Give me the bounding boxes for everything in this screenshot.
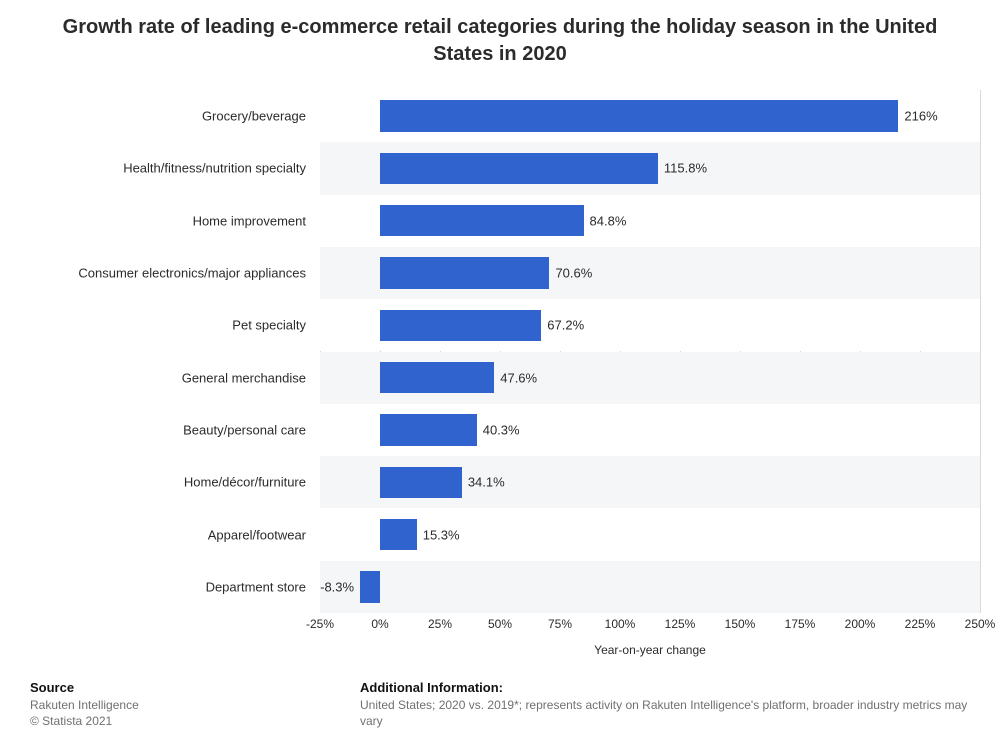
x-tick-label: 225%	[905, 617, 936, 631]
chart-row	[320, 561, 980, 613]
additional-info-header: Additional Information:	[360, 680, 980, 695]
chart-title: Growth rate of leading e-commerce retail…	[0, 0, 1000, 74]
category-label: Beauty/personal care	[183, 422, 320, 437]
x-tick-label: 175%	[785, 617, 816, 631]
x-tick-label: 200%	[845, 617, 876, 631]
bar	[380, 519, 417, 550]
additional-info-block: Additional Information: United States; 2…	[360, 680, 980, 729]
category-label: Pet specialty	[232, 318, 320, 333]
value-label: 34.1%	[468, 475, 505, 490]
category-label: General merchandise	[182, 370, 320, 385]
chart-area: Grocery/beverage 216% Health/fitness/nutri…	[0, 80, 1000, 663]
chart-footer: Source Rakuten Intelligence© Statista 20…	[30, 680, 980, 729]
bar	[380, 467, 462, 498]
value-label: 115.8%	[664, 161, 707, 176]
x-tick-label: 75%	[548, 617, 572, 631]
bar	[380, 205, 584, 236]
category-label: Department store	[206, 579, 320, 594]
bar	[380, 100, 898, 131]
category-label: Apparel/footwear	[208, 527, 320, 542]
x-axis: -25%0%25%50%75%100%125%150%175%200%225%2…	[320, 613, 980, 633]
x-tick-label: 150%	[725, 617, 756, 631]
value-label: 70.6%	[555, 266, 592, 281]
category-label: Consumer electronics/major appliances	[78, 266, 320, 281]
bar	[380, 310, 541, 341]
bar	[380, 257, 549, 288]
x-tick-label: -25%	[306, 617, 334, 631]
value-label: 15.3%	[423, 527, 460, 542]
value-label: 216%	[904, 109, 937, 124]
plot-area: Grocery/beverage216%Health/fitness/nutri…	[320, 90, 980, 613]
source-body: Rakuten Intelligence© Statista 2021	[30, 697, 360, 729]
value-label: 84.8%	[590, 213, 627, 228]
x-tick-label: 100%	[605, 617, 636, 631]
source-block: Source Rakuten Intelligence© Statista 20…	[30, 680, 360, 729]
category-label: Home/décor/furniture	[184, 475, 320, 490]
bar	[380, 414, 477, 445]
value-label: 47.6%	[500, 370, 537, 385]
bar	[360, 571, 380, 602]
category-label: Health/fitness/nutrition specialty	[123, 161, 320, 176]
value-label: -8.3%	[320, 579, 354, 594]
x-axis-title: Year-on-year change	[320, 643, 980, 657]
x-tick-label: 25%	[428, 617, 452, 631]
bar	[380, 362, 494, 393]
x-tick-label: 250%	[965, 617, 996, 631]
category-label: Grocery/beverage	[202, 109, 320, 124]
value-label: 67.2%	[547, 318, 584, 333]
category-label: Home improvement	[193, 213, 320, 228]
x-tick-label: 0%	[371, 617, 388, 631]
grid-line	[980, 90, 981, 613]
chart-row	[320, 508, 980, 560]
value-label: 40.3%	[483, 422, 520, 437]
source-header: Source	[30, 680, 360, 695]
x-tick-label: 125%	[665, 617, 696, 631]
additional-info-body: United States; 2020 vs. 2019*; represent…	[360, 697, 980, 729]
bar	[380, 153, 658, 184]
x-tick-label: 50%	[488, 617, 512, 631]
